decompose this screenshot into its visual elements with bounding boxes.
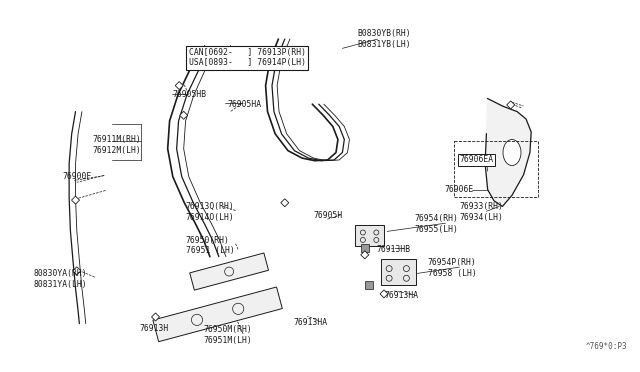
Polygon shape [72, 196, 79, 204]
Text: 76954(RH)
76955(LH): 76954(RH) 76955(LH) [415, 214, 459, 234]
Polygon shape [507, 101, 515, 109]
Text: 76913H: 76913H [140, 324, 169, 333]
Polygon shape [189, 253, 269, 290]
Text: 80830YA(RH)
80831YA(LH): 80830YA(RH) 80831YA(LH) [33, 269, 87, 289]
Text: 76913HA: 76913HA [293, 318, 327, 327]
Text: 76913Q(RH)
76914O(LH): 76913Q(RH) 76914O(LH) [186, 202, 234, 222]
Text: B0830YB(RH)
B0831YB(LH): B0830YB(RH) B0831YB(LH) [357, 29, 411, 49]
Polygon shape [381, 259, 416, 285]
Text: 76906E: 76906E [445, 185, 474, 194]
Text: 76954P(RH)
76958 (LH): 76954P(RH) 76958 (LH) [428, 258, 476, 278]
Polygon shape [73, 267, 81, 275]
Text: 76950M(RH)
76951M(LH): 76950M(RH) 76951M(LH) [204, 325, 252, 344]
Polygon shape [365, 281, 373, 289]
Polygon shape [180, 111, 188, 119]
Text: 76911M(RH)
76912M(LH): 76911M(RH) 76912M(LH) [93, 135, 141, 155]
Polygon shape [152, 313, 159, 321]
Polygon shape [485, 99, 531, 206]
Polygon shape [355, 225, 384, 246]
Text: 76906EA: 76906EA [460, 155, 493, 164]
Ellipse shape [503, 140, 521, 166]
Text: 76933(RH)
76934(LH): 76933(RH) 76934(LH) [460, 202, 504, 222]
Polygon shape [175, 81, 183, 90]
Text: 76905HA: 76905HA [227, 100, 261, 109]
Polygon shape [380, 290, 388, 298]
Polygon shape [281, 199, 289, 207]
Text: 76906EA: 76906EA [460, 155, 493, 164]
Text: 76950(RH)
76951 (LH): 76950(RH) 76951 (LH) [186, 236, 234, 255]
Text: 76913HA: 76913HA [384, 291, 418, 300]
Text: 76905HB: 76905HB [173, 90, 207, 99]
Text: 76905H: 76905H [314, 211, 343, 220]
Polygon shape [361, 251, 369, 259]
Text: 76913HB: 76913HB [376, 245, 410, 254]
Text: CAN[0692-   ] 76913P(RH)
USA[0893-   ] 76914P(LH): CAN[0692- ] 76913P(RH) USA[0893- ] 76914… [189, 48, 306, 67]
Polygon shape [361, 244, 369, 253]
Text: ^769*0:P3: ^769*0:P3 [586, 342, 627, 351]
Text: 76900F: 76900F [63, 172, 92, 181]
Polygon shape [153, 287, 282, 342]
